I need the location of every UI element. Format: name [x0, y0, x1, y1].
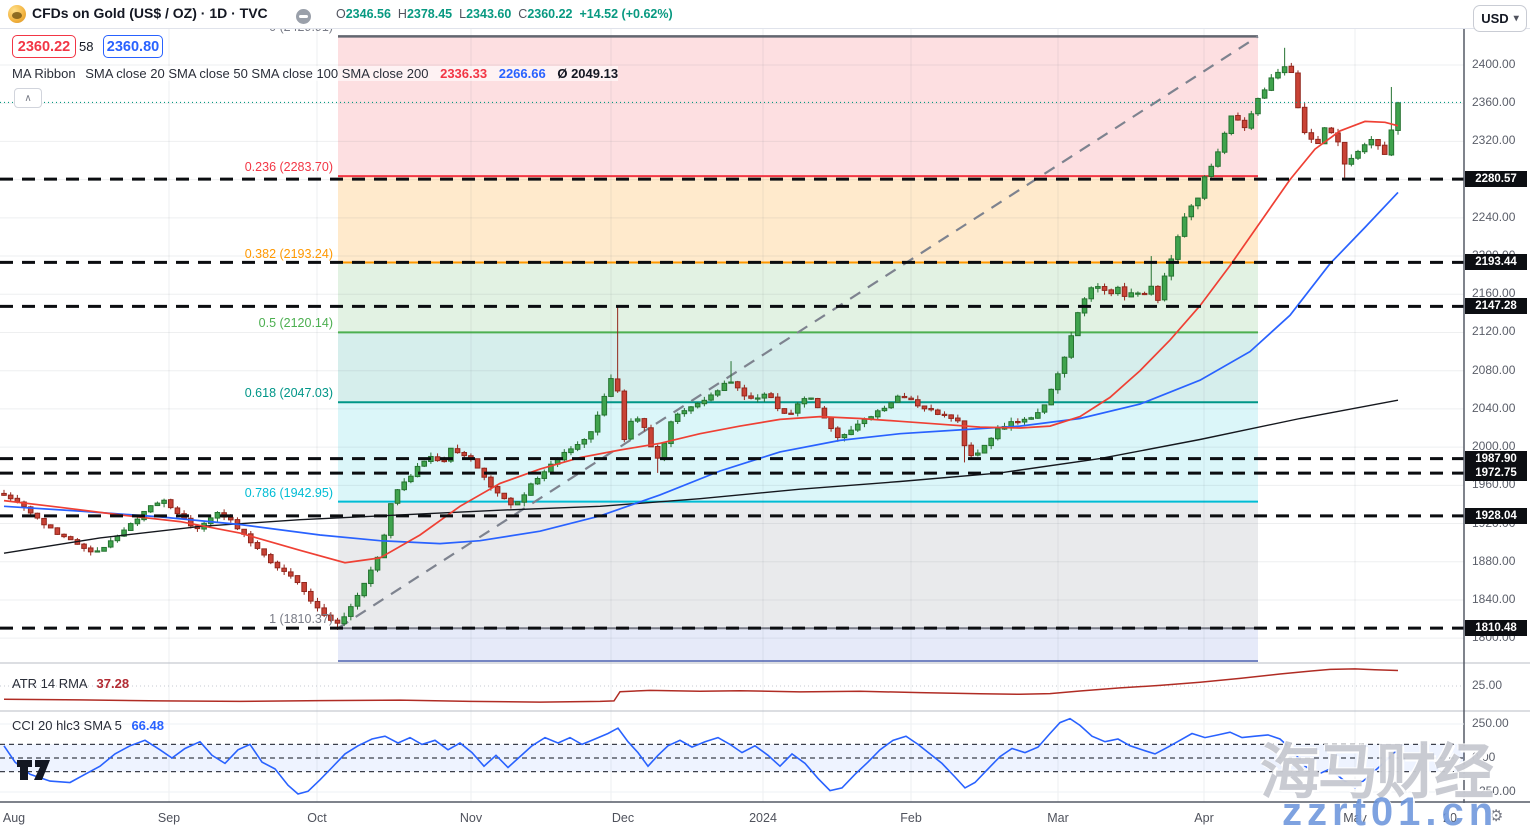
ma-ribbon-title[interactable]: MA Ribbon	[12, 66, 76, 81]
cci-axis-label: 0.00	[1472, 750, 1496, 764]
fib-level-label: 0.786 (1942.95)	[244, 485, 333, 500]
tradingview-logo[interactable]	[16, 757, 52, 788]
price-axis-label: 2240.00	[1472, 209, 1516, 224]
site-watermark: zzrt01.cn	[1282, 790, 1499, 834]
open-label: O	[336, 7, 346, 21]
collapse-legend-button[interactable]: ∧	[14, 88, 42, 108]
fib-level-label: 0.5 (2120.14)	[258, 316, 333, 331]
change-value: +14.52 (+0.62%)	[579, 7, 673, 21]
fib-level-label: 0.618 (2047.03)	[244, 386, 333, 401]
ohlc-values: O2346.56 H2378.45 L2343.60 C2360.22 +14.52 (…	[336, 7, 680, 21]
time-axis-label: May	[1343, 811, 1367, 825]
open-value: 2346.56	[345, 7, 391, 21]
ask-price-button[interactable]: 2360.80	[103, 35, 163, 58]
spread-value: 58	[79, 39, 94, 54]
price-axis-label: 2040.00	[1472, 400, 1516, 415]
time-axis-label: 2024	[749, 811, 777, 825]
time-axis[interactable]: Aug Sep Oct Nov Dec 2024 Feb Mar Apr May 20	[0, 803, 1530, 832]
gear-icon[interactable]: ⚙	[1489, 808, 1504, 825]
cci-value: 66.48	[131, 718, 164, 733]
atr-value: 37.28	[96, 676, 130, 691]
low-value: 2343.60	[466, 7, 512, 21]
price-axis-label: 2080.00	[1472, 362, 1516, 377]
price-axis-label: 2360.00	[1472, 95, 1516, 110]
sma100-value: 2266.66	[498, 66, 546, 81]
price-level-badge: 1928.04	[1465, 507, 1527, 524]
bid-price-button[interactable]: 2360.22	[12, 35, 76, 58]
sma-avg-value: Ø 2049.13	[557, 66, 619, 81]
low-label: L	[459, 7, 467, 21]
ma-ribbon-params: SMA close 20 SMA close 50 SMA close 100 …	[85, 66, 429, 81]
price-level-badge: 1972.75	[1465, 465, 1527, 482]
high-label: H	[397, 7, 407, 21]
hidden-indicator-icon[interactable]	[296, 9, 311, 24]
price-level-badge: 2147.28	[1465, 298, 1527, 315]
sma50-value: 2336.33	[440, 66, 488, 81]
time-axis-label: Mar	[1047, 811, 1069, 825]
price-axis-label: 2160.00	[1472, 286, 1516, 301]
time-axis-label: Dec	[611, 811, 635, 825]
time-axis-label: Sep	[157, 811, 181, 825]
atr-title[interactable]: ATR 14 RMA	[12, 676, 87, 691]
high-value: 2378.45	[406, 7, 453, 21]
ma-ribbon-legend[interactable]: MA Ribbon SMA close 20 SMA close 50 SMA …	[12, 66, 619, 81]
time-axis-label: 20	[1443, 811, 1457, 825]
price-level-badge: 2280.57	[1465, 171, 1527, 188]
close-value: 2360.22	[527, 7, 573, 21]
fib-level-label: 0.236 (2283.70)	[244, 160, 333, 175]
symbol-toolbar: CFDs on Gold (US$ / OZ) · 1D · TVC O2346…	[0, 0, 1530, 32]
brand-watermark: 海马财经	[1260, 739, 1494, 806]
cci-legend[interactable]: CCI 20 hlc3 SMA 5 66.48	[12, 718, 164, 733]
price-level-badge: 2193.44	[1465, 254, 1527, 271]
price-axis-label: 1880.00	[1472, 553, 1516, 568]
currency-dropdown[interactable]: USD ▾	[1473, 5, 1527, 32]
price-axis-label: 2000.00	[1472, 439, 1516, 454]
price-level-badge: 1987.90	[1465, 450, 1527, 467]
fib-level-label: 1 (1810.37)	[269, 612, 333, 627]
time-axis-label: Nov	[459, 811, 483, 825]
chevron-down-icon: ▾	[1513, 13, 1519, 24]
gold-coin-icon	[8, 5, 26, 23]
price-axis-label: 2120.00	[1472, 324, 1516, 339]
atr-axis-label: 25.00	[1472, 678, 1503, 692]
price-axis-label: 1840.00	[1472, 591, 1516, 606]
cci-axis-label: 250.00	[1472, 716, 1509, 730]
price-axis[interactable]: 2400.002360.002320.002280.002240.002200.…	[1464, 0, 1530, 832]
cci-axis-label: −250.00	[1472, 784, 1516, 798]
symbol-title[interactable]: CFDs on Gold (US$ / OZ) · 1D · TVC	[32, 5, 268, 21]
atr-legend[interactable]: ATR 14 RMA 37.28	[12, 676, 129, 691]
price-axis-label: 2400.00	[1472, 57, 1516, 71]
cci-title[interactable]: CCI 20 hlc3 SMA 5	[12, 718, 122, 733]
fib-level-label: 0.382 (2193.24)	[244, 246, 333, 261]
time-axis-label: Aug	[2, 811, 26, 825]
time-axis-label: Feb	[900, 811, 922, 825]
currency-label: USD	[1481, 11, 1509, 26]
close-label: C	[518, 7, 528, 21]
price-axis-label: 2320.00	[1472, 133, 1516, 148]
time-axis-label: Oct	[307, 811, 327, 825]
time-axis-label: Apr	[1194, 811, 1214, 825]
price-level-badge: 1810.48	[1465, 620, 1527, 637]
